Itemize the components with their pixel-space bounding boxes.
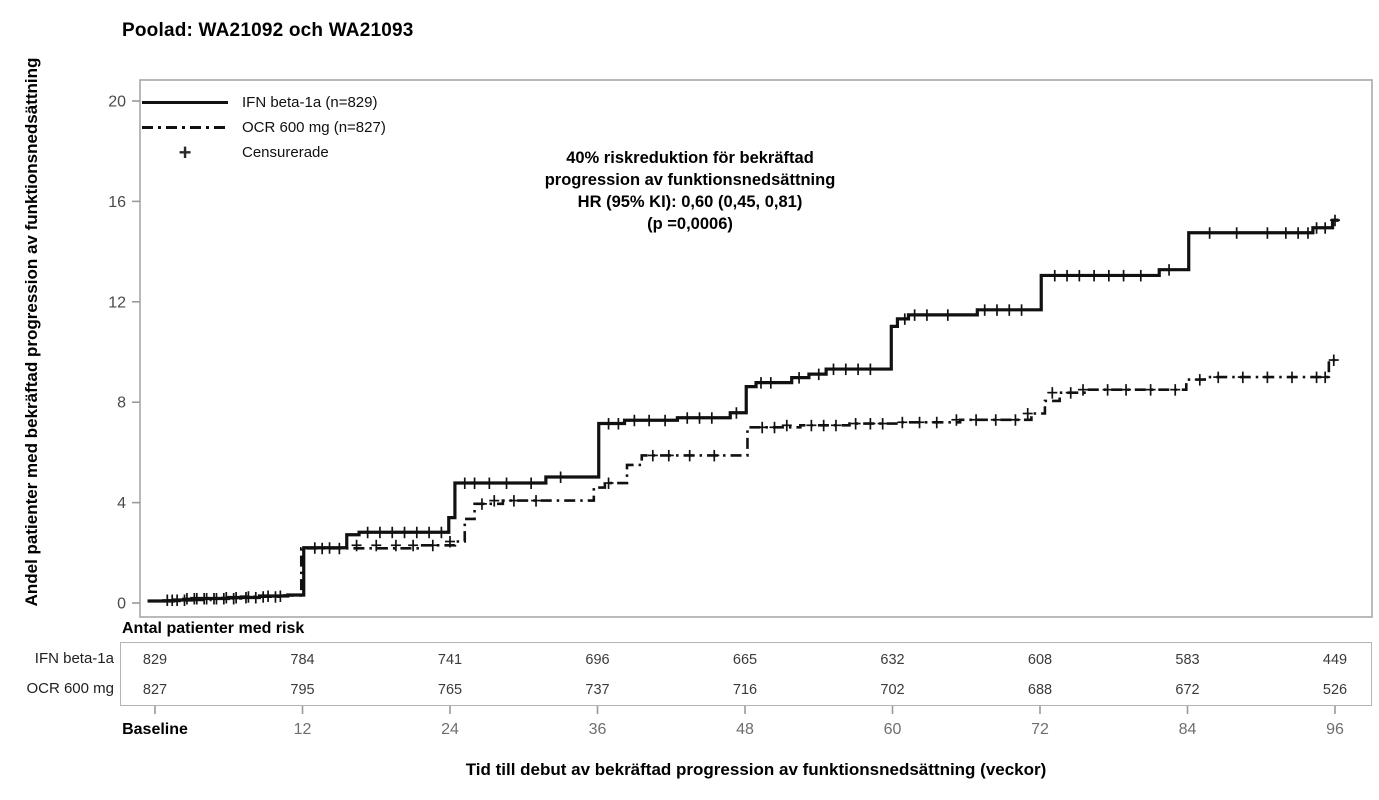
tick-label: 716 — [733, 682, 757, 698]
tick-label: 688 — [1028, 682, 1052, 698]
plus-icon: + — [178, 139, 192, 165]
legend-item-censored: + Censurerade — [142, 140, 386, 165]
annotation-line: progression av funktionsnedsättning — [544, 171, 836, 189]
ocr-curve — [147, 358, 1340, 603]
tick-label: 583 — [1175, 652, 1199, 668]
tick-label: 84 — [1179, 721, 1197, 738]
legend-item-ifn: IFN beta-1a (n=829) — [142, 90, 386, 115]
ifn-curve — [147, 218, 1339, 603]
tick-label: 20 — [108, 94, 126, 111]
tick-label: 12 — [294, 721, 312, 738]
tick-label: 632 — [880, 652, 904, 668]
tick-label: 702 — [880, 682, 904, 698]
hazard-ratio-annotation: 40% riskreduktion för bekräftad progress… — [470, 147, 910, 235]
tick-label: 784 — [290, 652, 314, 668]
tick-label: 36 — [589, 721, 607, 738]
tick-label: 12 — [108, 294, 126, 311]
tick-label: 827 — [143, 682, 167, 698]
plot-frame — [139, 79, 1373, 618]
annotation-line: HR (95% KI): 0,60 (0,45, 0,81) — [577, 193, 803, 211]
risk-row-label-ifn: IFN beta-1a — [34, 650, 114, 667]
risk-table-heading: Antal patienter med risk — [122, 620, 305, 637]
legend-item-ocr: OCR 600 mg (n=827) — [142, 115, 386, 140]
tick-label: 24 — [441, 721, 459, 738]
legend-label: OCR 600 mg (n=827) — [242, 119, 386, 136]
tick-label: 526 — [1323, 682, 1347, 698]
annotation-line: 40% riskreduktion för bekräftad — [566, 149, 814, 167]
tick-label: 672 — [1175, 682, 1199, 698]
tick-label: 72 — [1031, 721, 1049, 738]
dashdot-line-icon — [142, 115, 228, 140]
risk-row-label-ocr: OCR 600 mg — [26, 680, 114, 697]
annotation-line: (p =0,0006) — [647, 215, 733, 233]
tick-label: 665 — [733, 652, 757, 668]
solid-line-icon — [142, 90, 228, 115]
tick-label: 737 — [585, 682, 609, 698]
risk-table-box — [120, 642, 1372, 706]
tick-label: 48 — [736, 721, 754, 738]
tick-label: 4 — [117, 495, 126, 512]
tick-label: 16 — [108, 194, 126, 211]
tick-label: Baseline — [122, 721, 188, 738]
tick-label: 8 — [117, 395, 126, 412]
tick-label: 696 — [585, 652, 609, 668]
x-axis-label: Tid till debut av bekräftad progression … — [465, 760, 1047, 779]
page-title: Poolad: WA21092 och WA21093 — [122, 20, 414, 41]
tick-label: 0 — [117, 596, 126, 613]
legend-label: Censurerade — [242, 144, 329, 161]
legend-label: IFN beta-1a (n=829) — [242, 94, 378, 111]
tick-label: 96 — [1326, 721, 1344, 738]
legend: IFN beta-1a (n=829) OCR 600 mg (n=827) +… — [142, 90, 386, 165]
tick-label: 765 — [438, 682, 462, 698]
tick-label: 449 — [1323, 652, 1347, 668]
tick-label: 608 — [1028, 652, 1052, 668]
tick-label: 60 — [884, 721, 902, 738]
tick-label: 741 — [438, 652, 462, 668]
tick-label: 795 — [290, 682, 314, 698]
tick-label: 829 — [143, 652, 167, 668]
